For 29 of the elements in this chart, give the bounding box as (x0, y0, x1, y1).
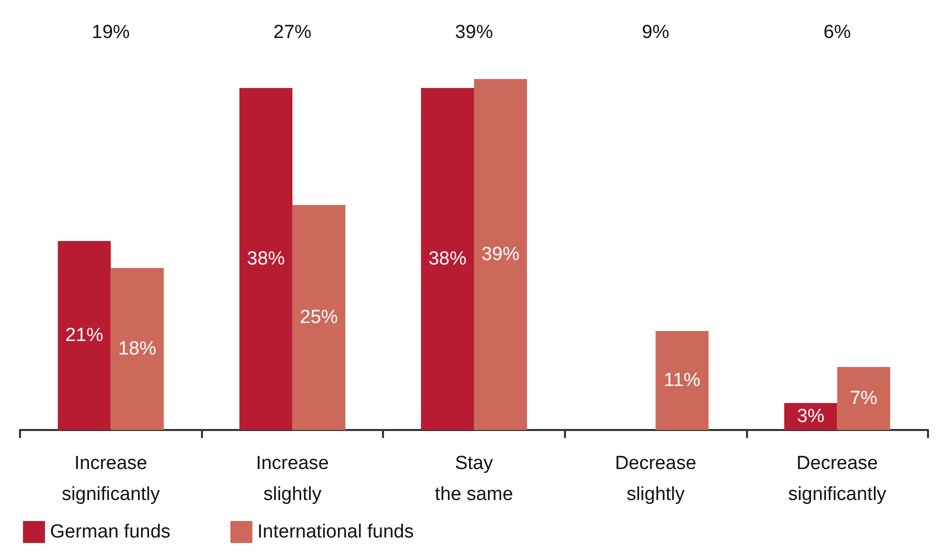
text: 9% (642, 22, 670, 43)
data-label: 7% (850, 388, 878, 409)
bar (474, 79, 527, 430)
data-label: 39% (481, 244, 520, 265)
text: 27% (273, 22, 312, 43)
data-label: 25% (300, 307, 338, 328)
data-label: 38% (246, 248, 286, 270)
data-label: 18% (118, 338, 156, 360)
bar (239, 88, 292, 430)
text: 39% (454, 22, 494, 43)
bar (110, 268, 164, 430)
bar (837, 367, 890, 430)
text: 6% (823, 22, 852, 43)
x-tick-label: Decrease significantly (788, 453, 887, 505)
x-tick-label: Increase significantly (62, 453, 160, 505)
bar (58, 241, 111, 430)
x-tick-label: Stay the same (434, 453, 514, 505)
bar (656, 331, 709, 430)
legend-label: International funds (257, 522, 414, 542)
data-label: 3% (796, 406, 825, 427)
legend-label: German funds (50, 522, 170, 542)
data-label: 11% (664, 370, 701, 391)
bar (421, 88, 474, 430)
data-label: 21% (65, 325, 104, 346)
text: 19% (92, 22, 130, 43)
data-label: 38% (428, 248, 467, 270)
x-tick-label: Increase slightly (256, 453, 329, 505)
bar (292, 205, 346, 430)
x-tick-label: Decrease slightly (614, 453, 696, 505)
